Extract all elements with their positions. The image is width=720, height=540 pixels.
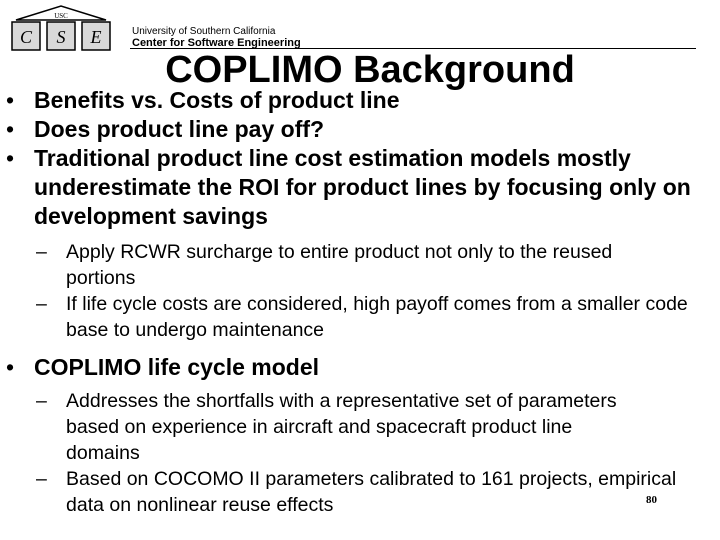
logo-letter-s: S bbox=[57, 27, 66, 47]
page-number: 80 bbox=[646, 494, 657, 506]
sub-bullet-item: – Based on COCOMO II parameters calibrate… bbox=[36, 468, 677, 516]
dash-icon: – bbox=[36, 293, 47, 315]
cse-logo: USC C S E bbox=[6, 4, 116, 52]
university-name: University of Southern California bbox=[132, 26, 276, 37]
bullet-icon: • bbox=[6, 354, 15, 380]
bullet-item: • Traditional product line cost estimatio… bbox=[6, 145, 691, 229]
dash-icon: – bbox=[36, 241, 47, 263]
bullet-list: • Benefits vs. Costs of product line • Doe… bbox=[0, 86, 720, 518]
sub-bullet-item: – Apply RCWR surcharge to entire product … bbox=[36, 241, 613, 289]
svg-text:USC: USC bbox=[54, 12, 68, 20]
slide-title: COPLIMO Background bbox=[165, 49, 575, 91]
header: University of Southern California Center… bbox=[132, 26, 301, 50]
usc-seal-icon: USC C S E bbox=[11, 5, 111, 51]
logo-letter-e: E bbox=[90, 27, 102, 47]
sub-bullet-item: – If life cycle costs are considered, hig… bbox=[36, 293, 688, 341]
logo-letter-c: C bbox=[20, 27, 33, 47]
bullet-icon: • bbox=[6, 116, 15, 142]
center-name: Center for Software Engineering bbox=[132, 37, 301, 49]
dash-icon: – bbox=[36, 390, 47, 412]
header-divider bbox=[130, 48, 696, 49]
dash-icon: – bbox=[36, 468, 47, 490]
bullet-item: • Benefits vs. Costs of product line bbox=[6, 87, 400, 113]
bullet-item: • Does product line pay off? bbox=[6, 116, 325, 142]
bullet-icon: • bbox=[6, 145, 15, 171]
sub-bullet-item: – Addresses the shortfalls with a represe… bbox=[36, 390, 617, 464]
bullet-icon: • bbox=[6, 87, 15, 113]
bullet-item: • COPLIMO life cycle model bbox=[6, 354, 320, 380]
